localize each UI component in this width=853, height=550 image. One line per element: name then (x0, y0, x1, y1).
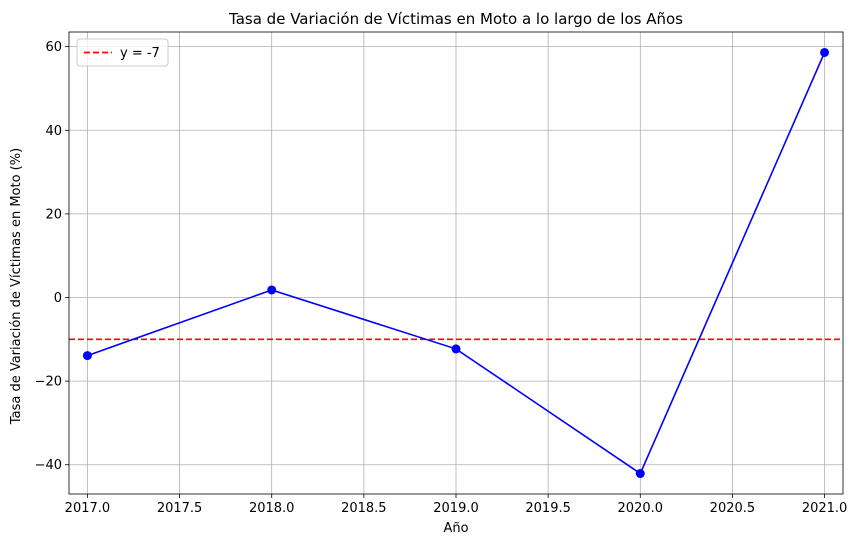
y-axis-ticks: −40 −20 0 20 40 60 (35, 40, 69, 473)
data-point-marker (82, 351, 92, 361)
series-layer (82, 47, 830, 479)
y-tick-label: 20 (45, 207, 62, 222)
x-tick-label: 2017.5 (157, 501, 203, 516)
x-tick-label: 2019.5 (525, 501, 571, 516)
chart-title: Tasa de Variación de Víctimas en Moto a … (228, 10, 683, 28)
x-axis-ticks: 2017.0 2017.5 2018.0 2018.5 2019.0 2019.5 2020… (65, 494, 848, 516)
x-tick-label: 2017.0 (65, 501, 111, 516)
data-point-marker (267, 285, 277, 295)
y-tick-label: −40 (35, 458, 62, 473)
y-tick-label: 0 (54, 291, 62, 306)
x-tick-label: 2018.5 (341, 501, 387, 516)
y-tick-label: 60 (45, 40, 62, 55)
legend-box (76, 38, 169, 67)
grid (69, 32, 843, 494)
y-axis-label: Tasa de Variación de Víctimas en Moto (%… (9, 148, 24, 425)
data-point-marker (451, 344, 461, 354)
x-tick-label: 2020.0 (618, 501, 664, 516)
x-axis-label: Año (443, 521, 468, 536)
x-tick-label: 2018.0 (249, 501, 295, 516)
data-point-marker (820, 47, 830, 57)
x-tick-label: 2021.0 (802, 501, 848, 516)
y-tick-label: −20 (35, 375, 62, 390)
legend-entry-label: y = -7 (120, 46, 160, 61)
legend: y = -7 (76, 38, 169, 67)
data-point-marker (635, 469, 645, 479)
x-tick-label: 2019.0 (433, 501, 479, 516)
y-tick-label: 40 (45, 124, 62, 139)
x-tick-label: 2020.5 (710, 501, 756, 516)
